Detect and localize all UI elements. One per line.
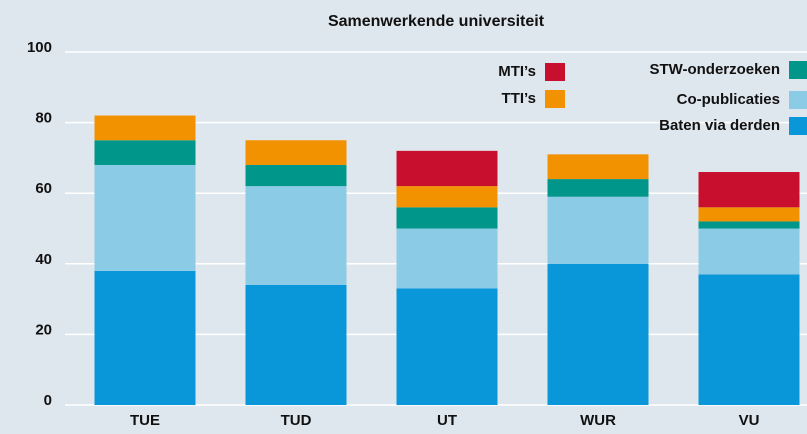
x-tick-label: WUR [580,412,616,429]
bar-segment [245,186,347,285]
legend-swatch [789,91,807,109]
bar-segment [698,274,800,405]
bar-segment [245,140,347,165]
bar-segment [396,186,498,208]
legend-swatch [789,117,807,135]
legend-swatch [545,63,565,81]
bar-segment [245,284,347,405]
legend-swatch [545,90,565,108]
y-tick-label: 80 [35,110,52,127]
y-tick-label: 0 [44,392,52,409]
bar-segment [396,288,498,405]
bar-segment [698,172,800,208]
legend-swatch [789,61,807,79]
bar-segment [94,164,196,271]
bar-segment [94,140,196,165]
legend-label: TTI’s [502,90,536,107]
legend-label: Co-publicaties [677,91,780,108]
bar-segment [396,228,498,289]
bar-segment [547,196,649,264]
bar-segment [698,207,800,222]
x-tick-label: UT [437,412,457,429]
bar-segment [547,263,649,405]
bar-segment [94,115,196,141]
bar-segment [698,221,800,229]
bar-segment [547,179,649,197]
y-tick-label: 100 [27,39,52,56]
bar-segment [94,270,196,405]
x-tick-label: VU [739,412,760,429]
y-tick-label: 40 [35,251,52,268]
bar-segment [396,150,498,187]
y-tick-label: 20 [35,321,52,338]
x-tick-label: TUE [130,412,160,429]
bar-segment [547,154,649,180]
legend-label: STW-onderzoeken [649,61,780,78]
bar-segment [698,228,800,275]
chart-title: Samenwerkende universiteit [328,13,545,30]
x-tick-label: TUD [281,412,312,429]
bar-segment [245,164,347,187]
bar-segment [396,207,498,229]
y-tick-label: 60 [35,180,52,197]
legend-label: Baten via derden [659,117,780,134]
legend-label: MTI’s [498,63,536,80]
